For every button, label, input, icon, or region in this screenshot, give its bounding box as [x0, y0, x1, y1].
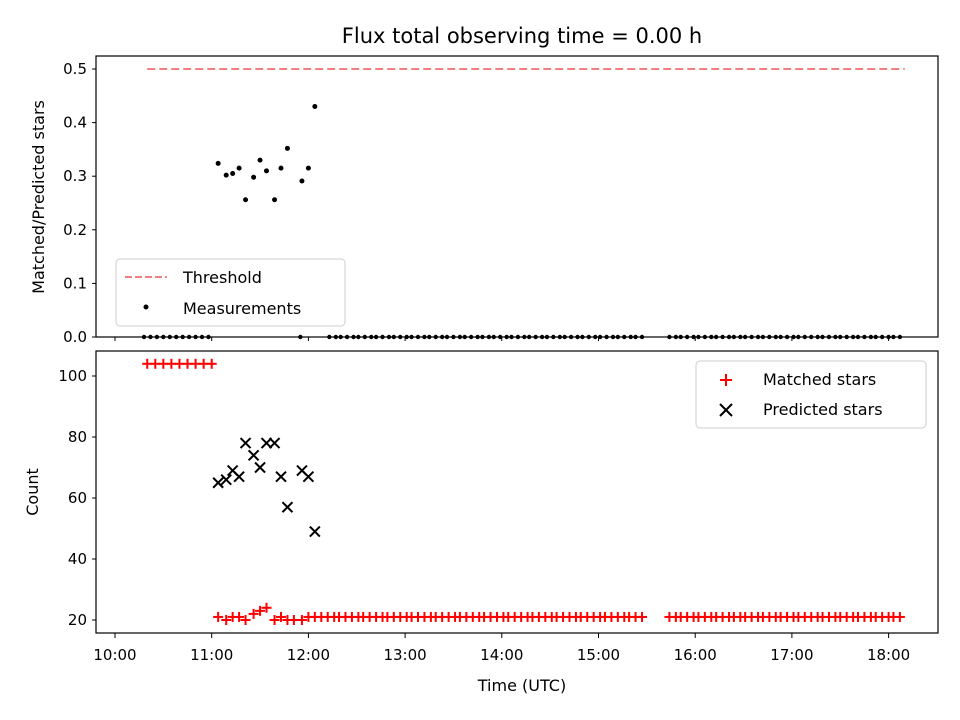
matched-star-marker [213, 611, 224, 622]
y-tick-label: 100 [58, 367, 87, 385]
y-tick-label: 0.4 [63, 114, 87, 132]
top-plot-frame [95, 55, 939, 338]
x-tick-label: 16:00 [674, 646, 717, 664]
marker-stroke [212, 477, 224, 489]
predicted-legend-label: Predicted stars [763, 400, 883, 419]
marker-stroke [309, 525, 321, 538]
matched-star-marker [894, 611, 905, 622]
measurement-point [312, 104, 318, 110]
y-tick-label: 0.2 [63, 221, 87, 239]
x-tick-label: 15:00 [577, 646, 620, 664]
x-tick-label: 13:00 [383, 646, 426, 664]
marker-stroke [247, 449, 260, 462]
matched-star-marker [221, 615, 232, 625]
x-tick-label: 18:00 [867, 646, 910, 664]
y-tick-label: 0.5 [63, 60, 87, 78]
top-y-ticks: 0.0 0.1 0.2 0.3 0.4 0.5 [63, 60, 96, 346]
marker-stroke [281, 501, 294, 513]
measurement-point [223, 172, 229, 178]
predicted-star-marker [275, 470, 287, 483]
measurement-point [284, 145, 290, 151]
x-tick-label: 17:00 [770, 646, 813, 664]
y-tick-label: 0.1 [63, 274, 87, 292]
bottom-y-axis-label: Count [23, 468, 42, 516]
matched-star-marker [276, 611, 287, 622]
marker-stroke [220, 473, 232, 486]
matched-legend-swatch [720, 374, 732, 386]
predicted-star-marker [302, 470, 315, 483]
threshold-legend-label: Threshold [182, 268, 262, 287]
marker-stroke [239, 437, 252, 449]
top-x-ticks [114, 337, 890, 341]
predicted-star-marker [281, 501, 294, 513]
y-tick-label: 0.3 [63, 167, 87, 185]
measurement-point [215, 160, 221, 166]
measurement-point [230, 171, 236, 177]
matched-legend-label: Matched stars [763, 370, 876, 389]
chart-title: Flux total observing time = 0.00 h [342, 24, 702, 48]
predicted-legend-swatch [719, 403, 733, 417]
bottom-x-ticks: 10:00 11:00 12:00 13:00 14:00 15:00 16:00 17:00… [93, 633, 910, 664]
measurements-legend-label: Measurements [183, 299, 301, 318]
matched-star-marker [261, 602, 272, 613]
marker-stroke [233, 470, 245, 483]
predicted-star-marker [254, 461, 266, 474]
x-tick-label: 11:00 [190, 646, 233, 664]
count-points [142, 358, 905, 625]
predicted-star-marker [247, 449, 260, 462]
measurement-point [251, 174, 257, 180]
predicted-star-marker [220, 473, 232, 486]
measurement-point [272, 197, 278, 203]
matched-star-marker [240, 615, 251, 625]
y-tick-label: 80 [68, 428, 87, 446]
bottom-plot-frame [95, 350, 939, 634]
measurement-point [236, 165, 242, 171]
measurements-legend-swatch [143, 304, 149, 310]
predicted-star-marker [268, 437, 281, 449]
matched-star-marker [248, 608, 259, 619]
measurement-point [243, 197, 249, 203]
y-tick-label: 20 [68, 611, 87, 629]
matched-star-marker [296, 615, 307, 625]
measurement-points [141, 104, 903, 340]
marker-stroke [275, 470, 287, 483]
matched-star-marker [269, 615, 280, 625]
measurement-point [257, 157, 263, 163]
measurement-point [299, 178, 305, 184]
x-axis-label: Time (UTC) [477, 676, 566, 695]
measurement-point [305, 165, 311, 171]
x-tick-label: 10:00 [93, 646, 136, 664]
marker-stroke [226, 464, 239, 477]
matched-star-marker [206, 358, 217, 369]
predicted-star-marker [212, 477, 224, 489]
matched-star-marker [637, 611, 648, 622]
bottom-legend-box [695, 360, 927, 429]
bottom-plot: 20 40 60 80 100 10:00 11:00 12:00 13:00 14:00 15:… [23, 350, 939, 695]
top-plot: 0.0 0.1 0.2 0.3 0.4 0.5 Matched/Predicted sta… [29, 55, 939, 346]
predicted-star-marker [233, 470, 245, 483]
measurement-point [263, 168, 269, 174]
marker-stroke [254, 461, 266, 474]
marker-stroke [302, 470, 315, 483]
measurement-point [278, 165, 284, 171]
top-y-axis-label: Matched/Predicted stars [29, 100, 48, 294]
predicted-star-marker [239, 437, 252, 449]
matched-star-marker [255, 605, 266, 616]
marker-stroke [268, 437, 281, 449]
marker-stroke [296, 464, 308, 477]
predicted-star-marker [309, 525, 321, 538]
top-legend-box [115, 258, 346, 327]
top-legend: Threshold Measurements [115, 258, 346, 327]
y-tick-label: 60 [68, 489, 87, 507]
matched-star-marker [234, 611, 245, 622]
bottom-legend: Matched stars Predicted stars [695, 360, 927, 429]
x-tick-label: 12:00 [287, 646, 330, 664]
bottom-y-ticks: 20 40 60 80 100 [58, 367, 96, 629]
y-tick-label: 40 [68, 550, 87, 568]
y-tick-label: 0.0 [63, 328, 87, 346]
x-tick-label: 14:00 [480, 646, 523, 664]
